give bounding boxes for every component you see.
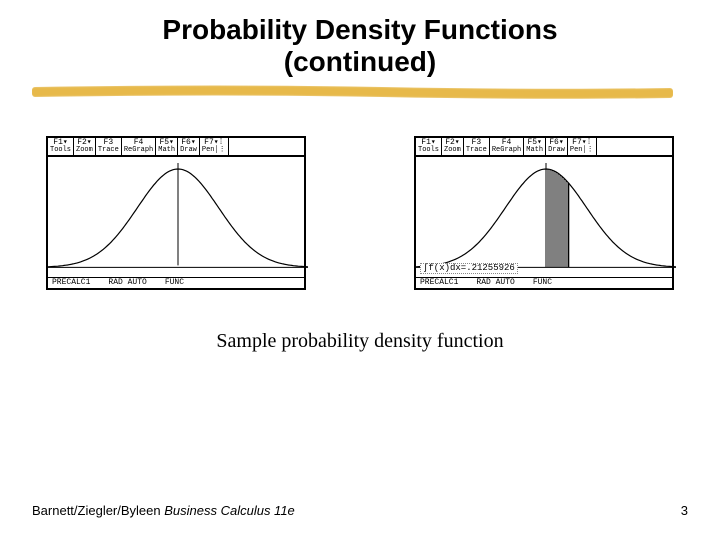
menu-cell: F2▾Zoom <box>442 138 464 155</box>
title-line-1: Probability Density Functions <box>162 14 557 45</box>
menu-label: ReGraph <box>492 147 521 154</box>
footer: Barnett/Ziegler/Byleen Business Calculus… <box>32 503 688 518</box>
menu-cell: F7▾⁞Pen│⋮ <box>568 138 597 155</box>
menu-label: Pen│⋮ <box>202 147 226 154</box>
footer-source: Barnett/Ziegler/Byleen Business Calculus… <box>32 503 295 518</box>
menu-cell: F5▾Math <box>156 138 178 155</box>
status-right: FUNC <box>165 279 184 287</box>
menu-label: Zoom <box>76 147 93 154</box>
menu-label: Zoom <box>444 147 461 154</box>
integral-readout: ∫f(x)dx=.21255926 <box>420 263 518 274</box>
calc-status: PRECALC1 RAD AUTO FUNC <box>48 277 304 288</box>
caption: Sample probability density function <box>0 330 720 353</box>
title-underline <box>0 78 720 108</box>
status-left: PRECALC1 <box>420 279 458 287</box>
calc-status: PRECALC1 RAD AUTO FUNC <box>416 277 672 288</box>
menu-cell: F1▾Tools <box>416 138 442 155</box>
footer-source-italic: Business Calculus 11e <box>164 503 295 518</box>
menu-cell: F4ReGraph <box>122 138 156 155</box>
calc-menu: F1▾ToolsF2▾ZoomF3TraceF4ReGraphF5▾MathF6… <box>48 138 304 157</box>
menu-cell: F3Trace <box>96 138 122 155</box>
calc-plot <box>48 157 304 277</box>
menu-label: Trace <box>466 147 487 154</box>
status-right: FUNC <box>533 279 552 287</box>
screens-row: F1▾ToolsF2▾ZoomF3TraceF4ReGraphF5▾MathF6… <box>0 108 720 290</box>
menu-label: Pen│⋮ <box>570 147 594 154</box>
menu-label: Tools <box>50 147 71 154</box>
menu-label: Trace <box>98 147 119 154</box>
menu-cell: F5▾Math <box>524 138 546 155</box>
calc-menu: F1▾ToolsF2▾ZoomF3TraceF4ReGraphF5▾MathF6… <box>416 138 672 157</box>
menu-cell: F7▾⁞Pen│⋮ <box>200 138 229 155</box>
menu-cell: F2▾Zoom <box>74 138 96 155</box>
footer-page: 3 <box>681 503 688 518</box>
calculator-screen-left: F1▾ToolsF2▾ZoomF3TraceF4ReGraphF5▾MathF6… <box>46 136 306 290</box>
menu-label: Math <box>158 147 175 154</box>
menu-label: Draw <box>548 147 565 154</box>
footer-source-plain: Barnett/Ziegler/Byleen <box>32 503 164 518</box>
calculator-screen-right: F1▾ToolsF2▾ZoomF3TraceF4ReGraphF5▾MathF6… <box>414 136 674 290</box>
menu-label: Math <box>526 147 543 154</box>
menu-label: ReGraph <box>124 147 153 154</box>
title-line-2: (continued) <box>284 46 436 77</box>
status-left: PRECALC1 <box>52 279 90 287</box>
menu-cell: F1▾Tools <box>48 138 74 155</box>
menu-label: Tools <box>418 147 439 154</box>
slide-title: Probability Density Functions (continued… <box>0 0 720 78</box>
menu-label: Draw <box>180 147 197 154</box>
menu-cell: F3Trace <box>464 138 490 155</box>
status-mid: RAD AUTO <box>108 279 146 287</box>
menu-cell: F6▾Draw <box>546 138 568 155</box>
calc-plot <box>416 157 672 277</box>
menu-cell: F6▾Draw <box>178 138 200 155</box>
status-mid: RAD AUTO <box>476 279 514 287</box>
menu-cell: F4ReGraph <box>490 138 524 155</box>
